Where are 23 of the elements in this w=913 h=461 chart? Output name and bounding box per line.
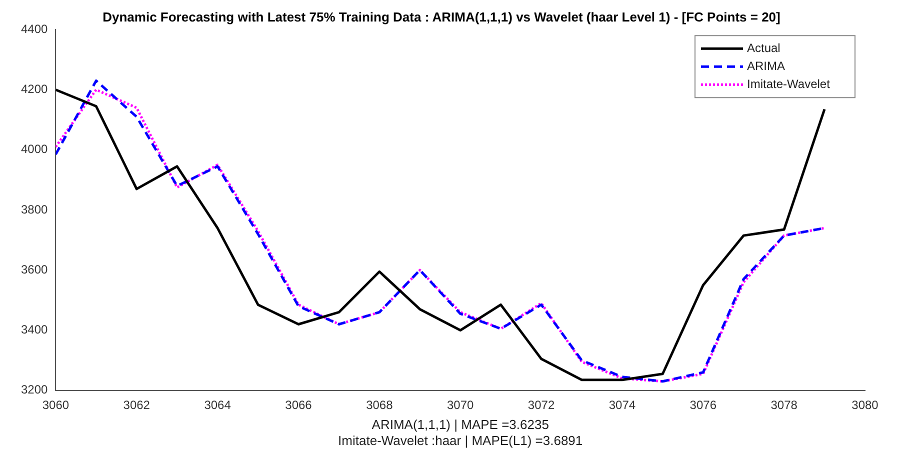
x-tick-label: 3070	[446, 398, 474, 412]
legend-label: Actual	[747, 40, 780, 55]
legend-label: Imitate-Wavelet	[747, 76, 831, 91]
y-tick-label: 4400	[20, 22, 48, 36]
x-tick-label: 3074	[608, 398, 636, 412]
chart-title: Dynamic Forecasting with Latest 75% Training Data : ARIMA(1,1,1) vs Wavelet (haar Level 1) - [FC Points = 20]	[102, 9, 780, 24]
x-axis-title: ARIMA(1,1,1) | MAPE =3.6235 Imitate-Wavelet :haar | MAPE(L1) =3.6891	[338, 417, 583, 448]
x-tick-label: 3078	[770, 398, 798, 412]
x-tick-label: 3064	[204, 398, 232, 412]
x-tick-label: 3068	[366, 398, 394, 412]
y-tick-label: 3800	[20, 202, 48, 216]
y-tick-label: 4200	[20, 82, 48, 96]
y-tick-label: 3400	[20, 322, 48, 337]
y-tick-label: 4000	[20, 142, 48, 156]
y-tick-label: 3200	[20, 382, 48, 397]
x-tick-label: 3080	[852, 398, 879, 412]
x-tick-label: 3060	[42, 398, 70, 412]
y-tick-label: 3600	[20, 262, 48, 276]
legend-label: ARIMA	[747, 58, 786, 73]
x-tick-label: 3076	[690, 398, 717, 412]
x-tick-label: 3062	[123, 398, 150, 412]
x-tick-label: 3072	[528, 398, 555, 412]
x-tick-label: 3066	[285, 398, 312, 412]
